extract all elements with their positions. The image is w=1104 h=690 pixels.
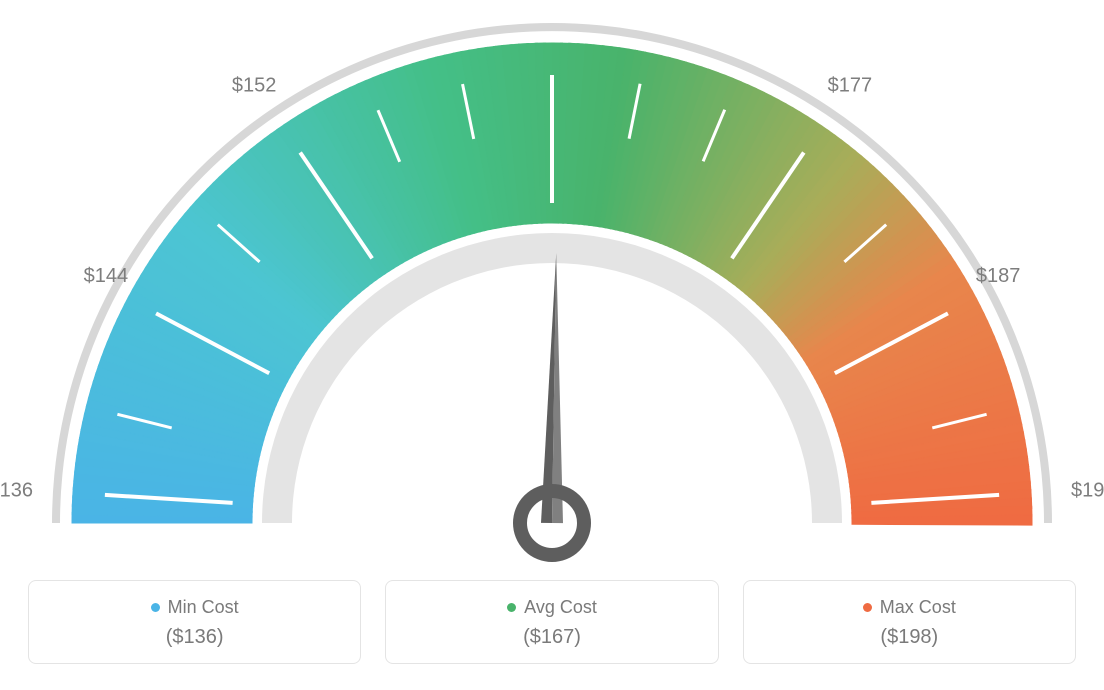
legend-avg-card: Avg Cost ($167) xyxy=(385,580,718,664)
cost-gauge: $136 $144 $152 $167 $177 $187 $198 xyxy=(0,0,1104,580)
legend-avg-dot xyxy=(507,603,516,612)
gauge-svg: $136 $144 $152 $167 $177 $187 $198 xyxy=(0,3,1104,578)
tick-label: $198 xyxy=(1071,479,1104,501)
tick-label: $177 xyxy=(828,74,873,96)
legend-max-value: ($198) xyxy=(756,626,1063,649)
legend-avg-label: Avg Cost xyxy=(524,597,597,618)
legend-min-label: Min Cost xyxy=(168,597,239,618)
legend-min-dot xyxy=(151,603,160,612)
tick-label: $187 xyxy=(976,264,1021,286)
tick-label: $136 xyxy=(0,479,33,501)
legend-max-card: Max Cost ($198) xyxy=(743,580,1076,664)
tick-label: $167 xyxy=(530,3,575,5)
legend-min-value: ($136) xyxy=(41,626,348,649)
legend-max-dot xyxy=(863,603,872,612)
tick-label: $152 xyxy=(232,74,277,96)
legend-min-card: Min Cost ($136) xyxy=(28,580,361,664)
legend-max-label: Max Cost xyxy=(880,597,956,618)
legend-avg-value: ($167) xyxy=(398,626,705,649)
tick-label: $144 xyxy=(84,264,129,286)
legend-row: Min Cost ($136) Avg Cost ($167) Max Cost… xyxy=(0,580,1104,690)
